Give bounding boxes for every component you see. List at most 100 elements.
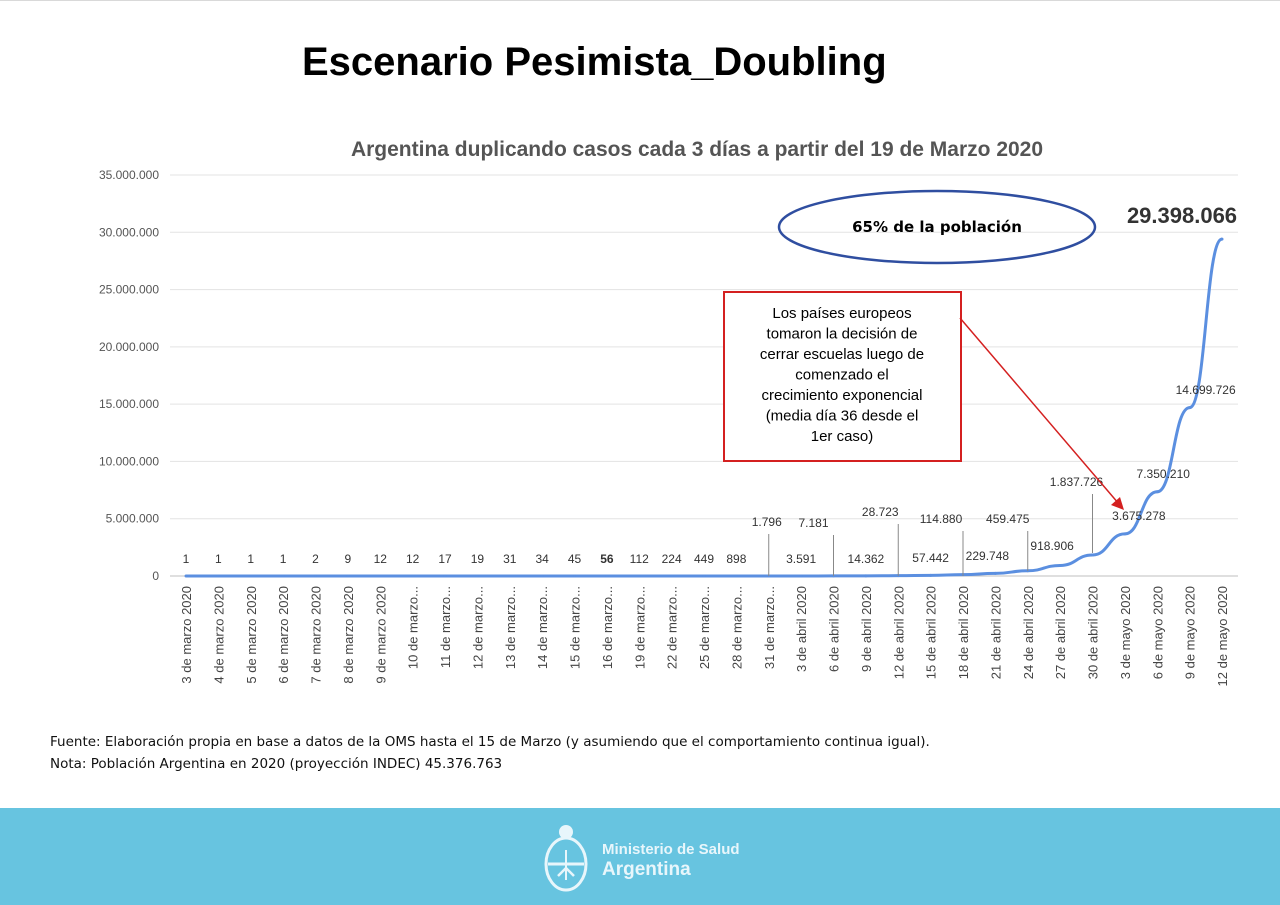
x-tick-label: 9 de mayo 2020 (1183, 586, 1198, 679)
data-label: 2 (312, 552, 319, 566)
data-label: 1 (183, 552, 190, 566)
x-tick-label: 28 de marzo... (729, 586, 744, 669)
annotation-arrowhead (1111, 497, 1124, 510)
x-tick-label: 18 de abril 2020 (956, 586, 971, 679)
x-tick-label: 27 de abril 2020 (1053, 586, 1068, 679)
y-tick-label: 15.000.000 (99, 397, 159, 411)
x-tick-label: 13 de marzo... (503, 586, 518, 669)
slide-top-border (0, 0, 1280, 1)
x-tick-label: 15 de marzo... (568, 586, 583, 669)
data-point (799, 574, 803, 578)
slide-title: Escenario Pesimista_Doubling (302, 40, 887, 84)
annotation-box (723, 291, 962, 462)
series-line (186, 237, 1223, 578)
data-point (670, 574, 674, 578)
data-point (702, 574, 706, 578)
data-label: 9 (345, 552, 352, 566)
data-point (1058, 563, 1062, 567)
x-tick-label: 7 de marzo 2020 (309, 586, 324, 684)
y-tick-label: 25.000.000 (99, 283, 159, 297)
data-point (378, 574, 382, 578)
x-tick-label: 9 de abril 2020 (859, 586, 874, 672)
y-tick-label: 5.000.000 (106, 512, 160, 526)
data-label: 449 (694, 552, 714, 566)
data-point (605, 574, 609, 578)
annotation-box-line: tomaron la decisión de (767, 326, 918, 343)
data-point (1155, 490, 1159, 494)
data-label: 224 (662, 552, 682, 566)
data-label: 17 (438, 552, 452, 566)
x-tick-label: 3 de mayo 2020 (1118, 586, 1133, 679)
x-tick-label: 3 de marzo 2020 (179, 586, 194, 684)
data-point (734, 574, 738, 578)
data-label: 45 (568, 552, 582, 566)
data-label: 7.350.210 (1137, 467, 1191, 481)
ministry-logo: Ministerio de Salud Argentina (538, 820, 758, 896)
footer-band (0, 808, 1280, 905)
data-point (346, 574, 350, 578)
x-tick-label: 10 de marzo... (406, 586, 421, 669)
annotation-box-line: crecimiento exponencial (762, 387, 923, 404)
annotation-box-line: Los países europeos (772, 305, 911, 322)
ministry-name: Ministerio de Salud (602, 841, 740, 858)
data-label: 28.723 (862, 505, 899, 519)
data-label: 12 (374, 552, 388, 566)
data-label: 14.699.726 (1176, 383, 1236, 397)
x-tick-label: 31 de marzo... (762, 586, 777, 669)
data-label: 34 (535, 552, 549, 566)
source-note: Fuente: Elaboración propia en base a dat… (50, 734, 930, 750)
data-point (249, 574, 253, 578)
data-point (1091, 553, 1094, 557)
x-tick-label: 12 de mayo 2020 (1215, 586, 1230, 686)
x-tick-label: 9 de marzo 2020 (373, 586, 388, 684)
y-tick-label: 10.000.000 (99, 454, 159, 468)
ministry-country: Argentina (602, 859, 691, 880)
annotation-box-line: (media día 36 desde el (766, 408, 919, 425)
data-label: 112 (630, 552, 649, 566)
annotation-box-line: comenzado el (795, 367, 888, 384)
data-label: 1.796 (752, 515, 782, 529)
data-point (864, 574, 868, 578)
data-label: 31 (503, 552, 517, 566)
population-ellipse (777, 189, 1097, 265)
data-point (1188, 406, 1192, 410)
data-point (443, 574, 447, 578)
x-tick-label: 15 de abril 2020 (924, 586, 939, 679)
y-tick-label: 20.000.000 (99, 340, 159, 354)
ellipse-label: 65% de la población (852, 218, 1022, 236)
x-tick-label: 12 de marzo... (470, 586, 485, 669)
data-label: 3.591 (786, 552, 816, 566)
data-point (993, 571, 997, 575)
x-tick-label: 19 de marzo... (632, 586, 647, 669)
data-label: 57.442 (912, 551, 949, 565)
x-tick-label: 21 de abril 2020 (988, 586, 1003, 679)
chart-notes: Fuente: Elaboración propia en base a dat… (50, 731, 930, 775)
y-tick-label: 0 (152, 569, 159, 583)
data-point (929, 573, 933, 577)
x-tick-label: 6 de mayo 2020 (1150, 586, 1165, 679)
data-point (411, 574, 415, 578)
x-tick-label: 6 de abril 2020 (827, 586, 842, 672)
data-label: 918.906 (1030, 539, 1074, 553)
data-point (1220, 237, 1224, 241)
x-tick-label: 16 de marzo... (600, 586, 615, 669)
data-point (508, 574, 512, 578)
data-label: 229.748 (966, 549, 1010, 563)
annotation-box-line: cerrar escuelas luego de (760, 346, 924, 363)
argentina-coat-of-arms-icon (544, 825, 588, 892)
x-tick-label: 5 de marzo 2020 (244, 586, 259, 684)
data-label: 14.362 (848, 552, 885, 566)
annotation-arrow (959, 317, 1120, 505)
data-point (540, 574, 544, 578)
data-label: 19 (471, 552, 485, 566)
x-tick-label: 24 de abril 2020 (1021, 586, 1036, 679)
data-label: 1 (215, 552, 222, 566)
x-tick-label: 30 de abril 2020 (1086, 586, 1101, 679)
data-point (637, 574, 641, 578)
annotation-box-line: 1er caso) (811, 428, 874, 445)
data-point (1123, 532, 1127, 536)
data-label: 459.475 (986, 512, 1030, 526)
x-tick-label: 12 de abril 2020 (891, 586, 906, 679)
data-point (573, 574, 576, 578)
x-tick-label: 6 de marzo 2020 (276, 586, 291, 684)
